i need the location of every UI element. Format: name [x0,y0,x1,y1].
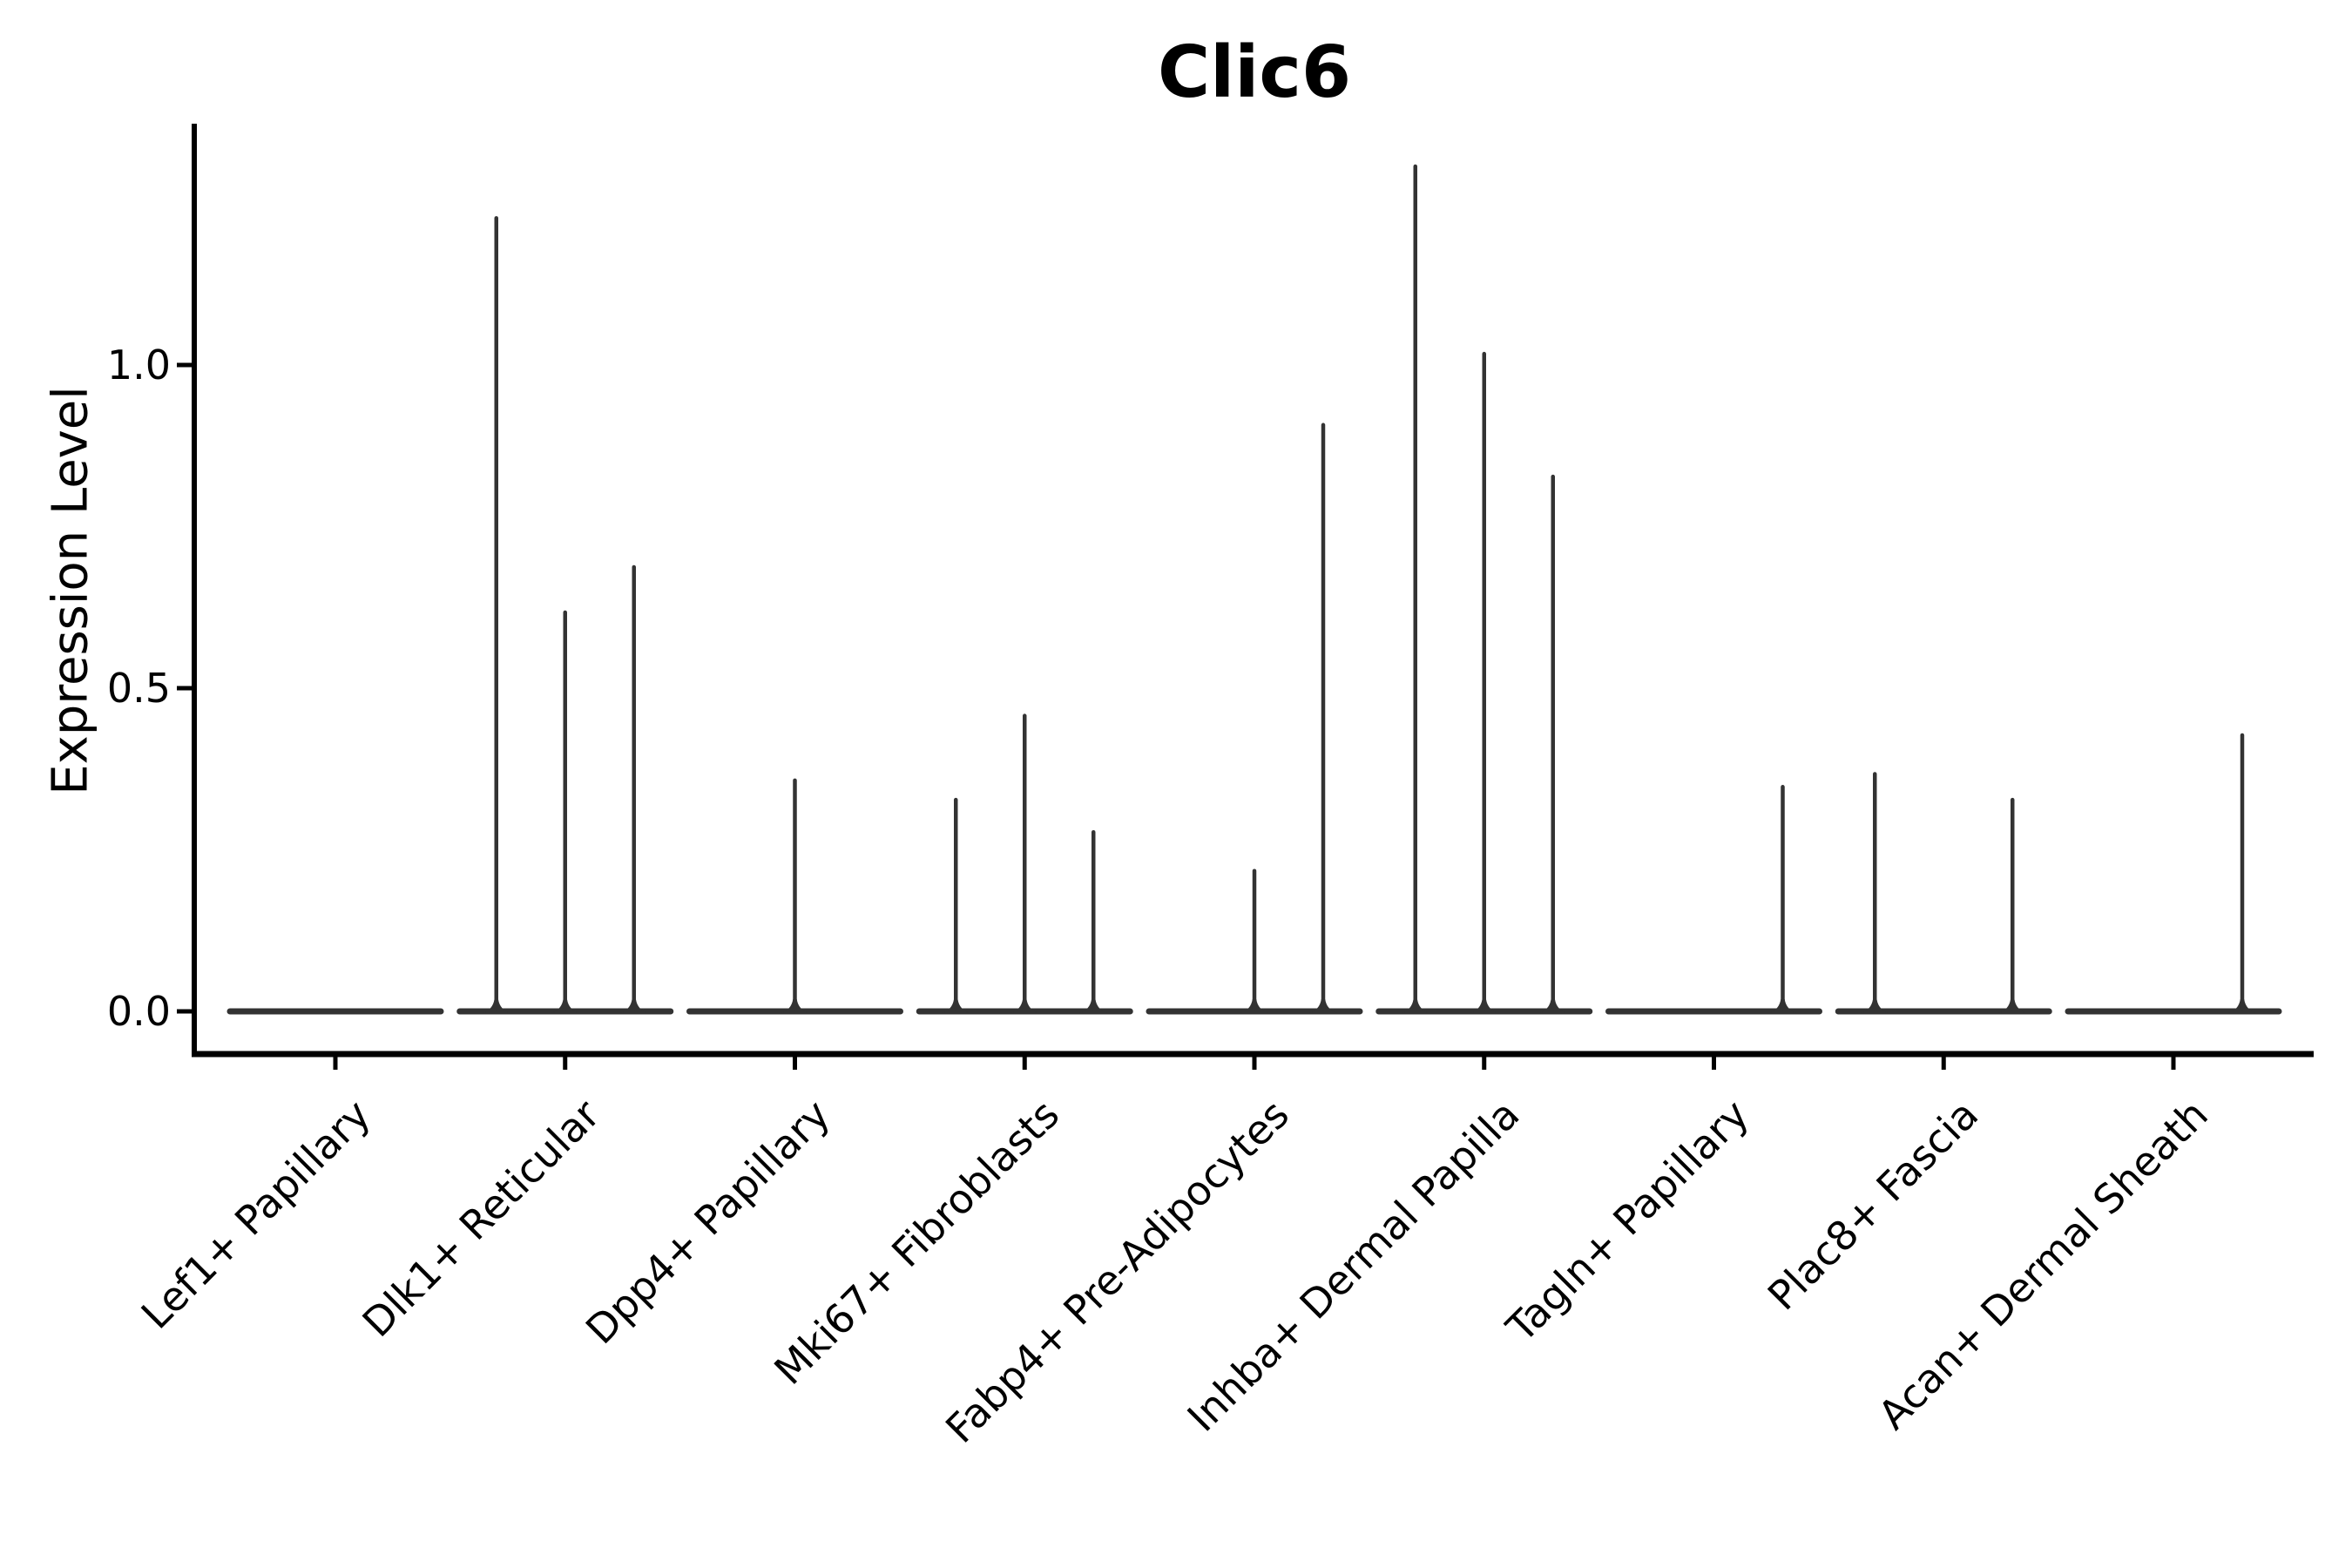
y-tick-label: 1.0 [106,341,171,389]
chart-title: Clic6 [1157,31,1352,114]
y-tick-label: 0.5 [106,665,171,712]
y-tick-label: 0.0 [106,988,171,1035]
